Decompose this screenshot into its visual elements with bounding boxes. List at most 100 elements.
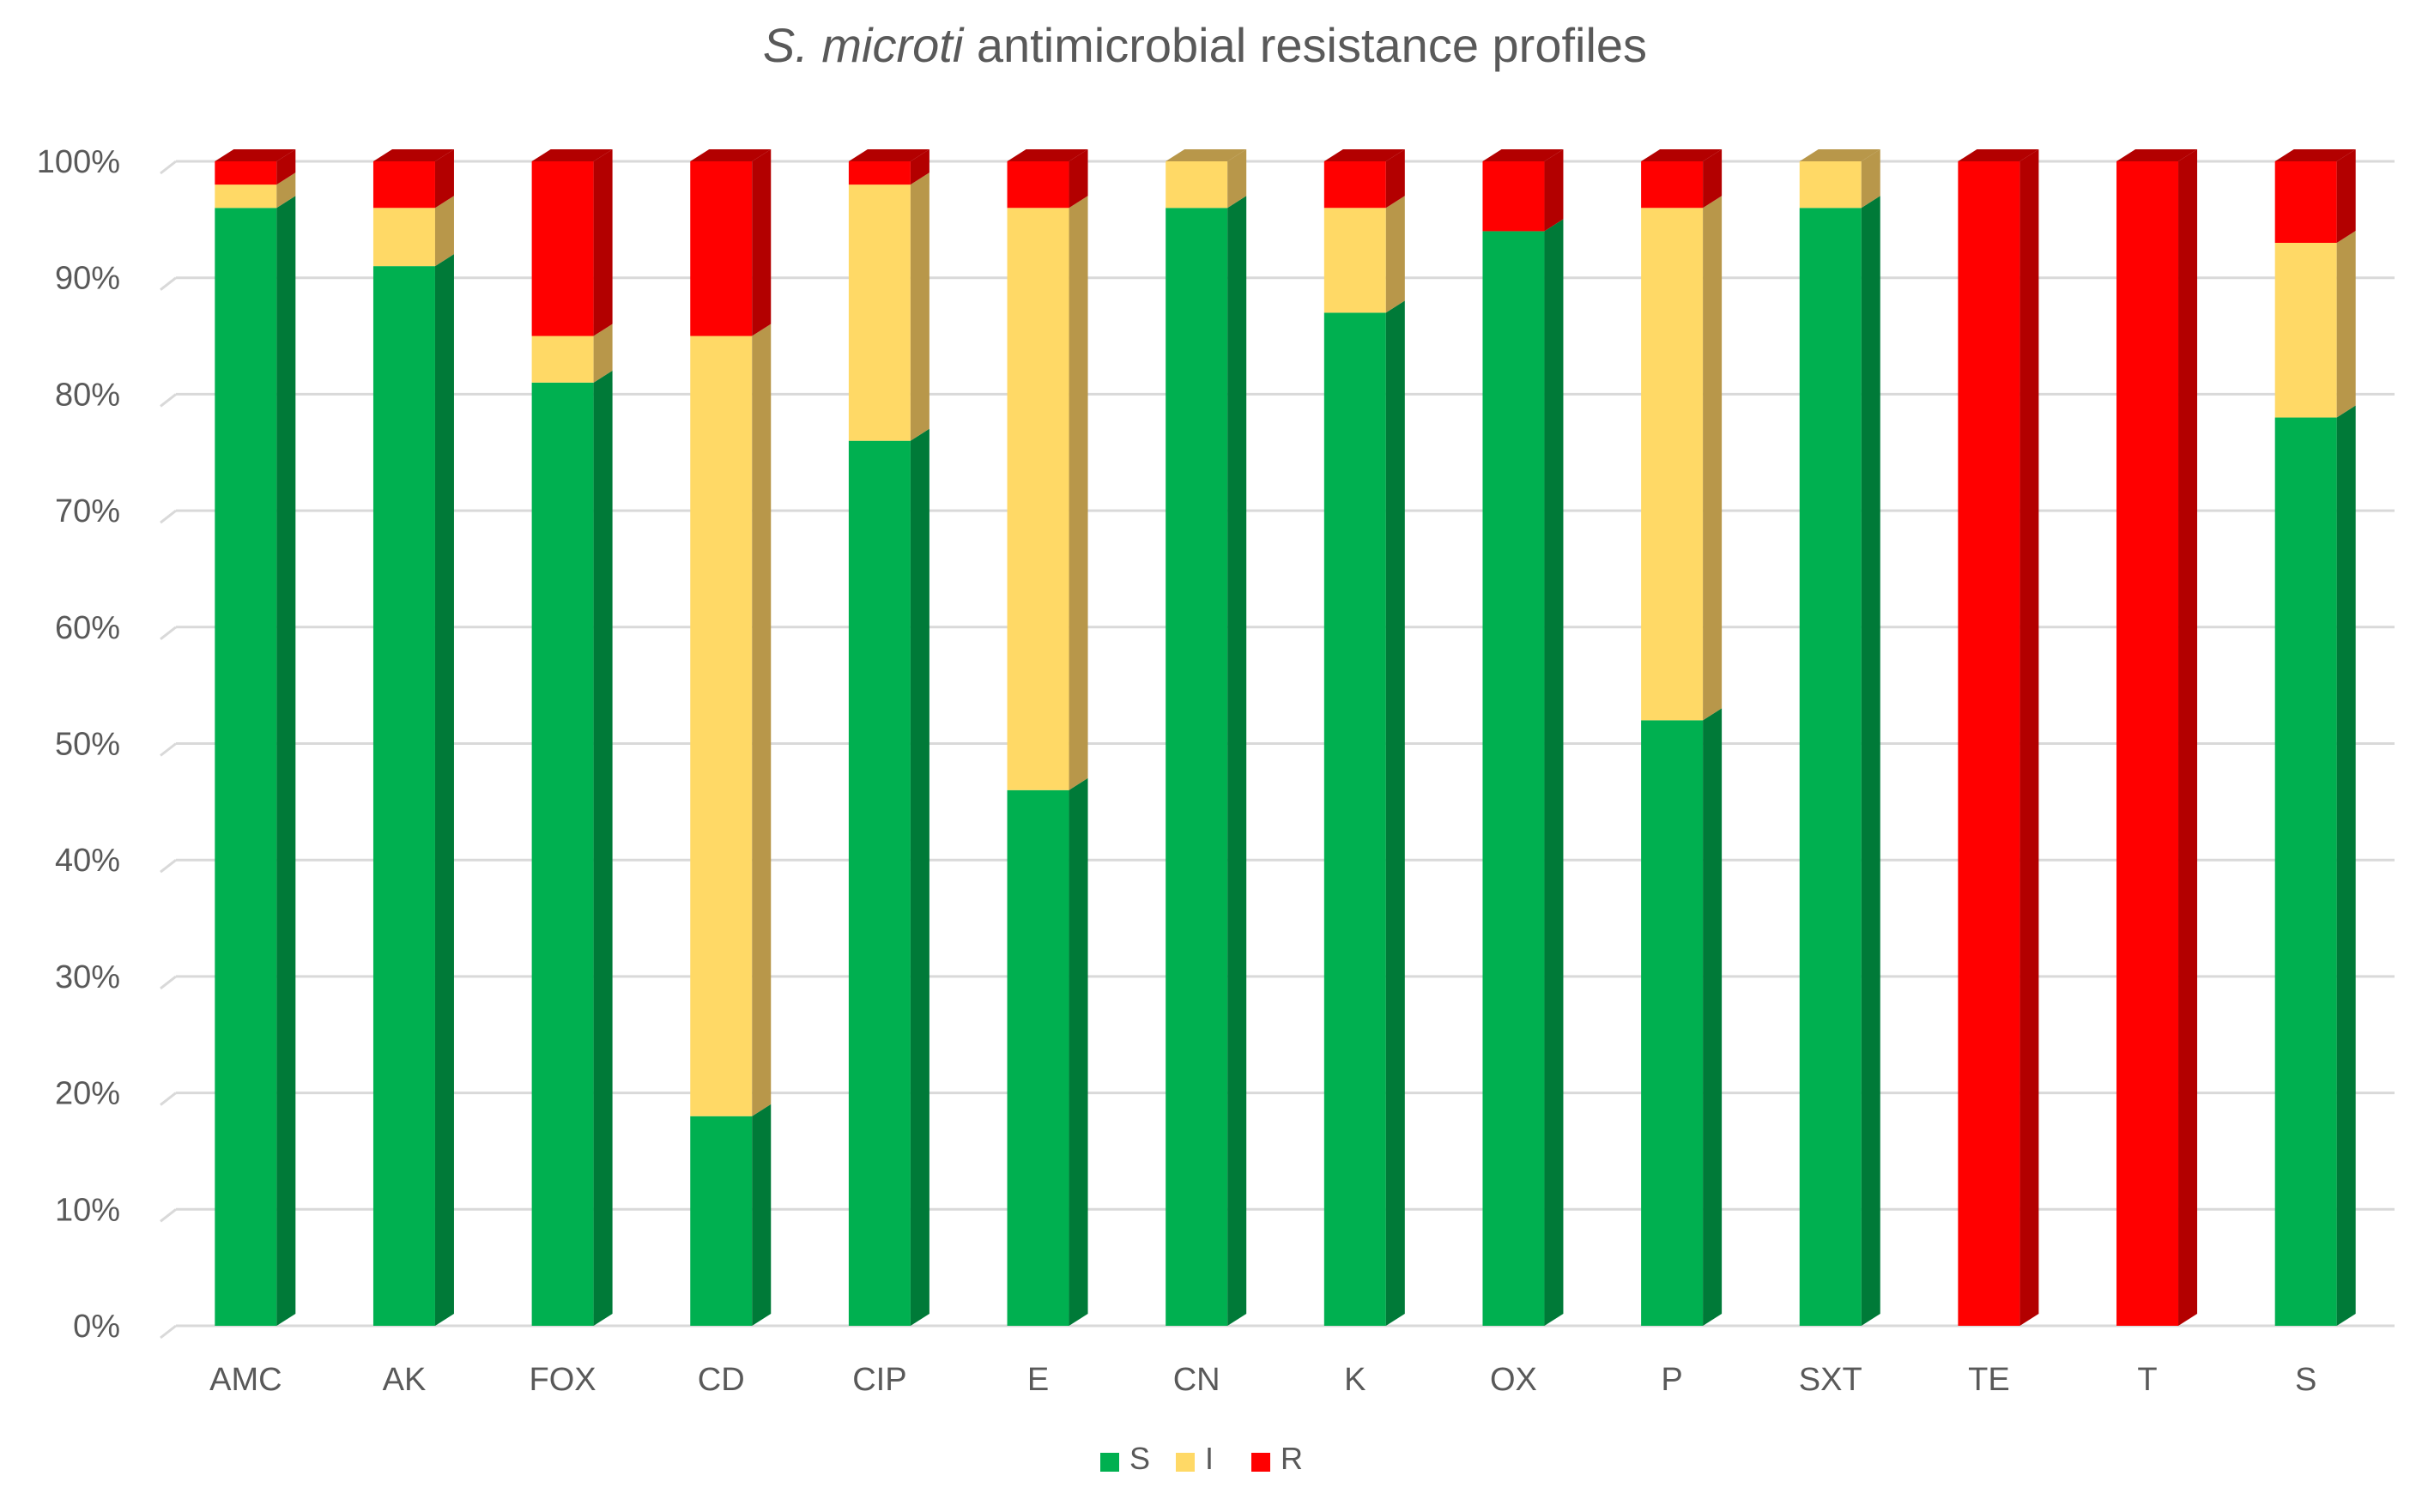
bar-top-r-te xyxy=(1958,149,2039,161)
bar-segment-r-s xyxy=(2274,161,2337,243)
bar-segment-s-fox xyxy=(531,382,594,1327)
x-tick-label: AK xyxy=(383,1362,427,1398)
gridline-depth xyxy=(160,859,177,874)
legend-label-s: S xyxy=(1129,1441,1150,1476)
y-tick-label: 90% xyxy=(55,261,120,297)
y-axis: 0% 10% 20% 30% 40% 50% 60% 70% 80% 90% 100% xyxy=(37,144,120,1345)
x-tick-label: T xyxy=(2137,1362,2157,1398)
bar-segment-s-ox xyxy=(1482,231,1545,1326)
bar-segment-i-k xyxy=(1323,208,1386,313)
x-tick-label: TE xyxy=(1968,1362,2010,1398)
bar-side-r-s xyxy=(2336,149,2356,243)
bar-side-r-t xyxy=(2178,149,2198,1326)
gridline-depth xyxy=(160,1092,177,1106)
x-tick-label: AMC xyxy=(209,1362,282,1398)
bar-top-r-amc xyxy=(215,149,296,161)
y-tick-label: 40% xyxy=(55,843,120,879)
bar-top-r-k xyxy=(1323,149,1405,161)
y-tick-label: 30% xyxy=(55,959,120,995)
bar-top-r-t xyxy=(2116,149,2198,161)
bar-side-s-s xyxy=(2336,405,2356,1326)
bar-side-r-amc xyxy=(276,149,296,185)
bar-top-i-sxt xyxy=(1799,149,1880,161)
bar-side-i-amc xyxy=(276,172,296,209)
bar-side-r-cip xyxy=(910,149,929,185)
bar-group-amc xyxy=(215,149,296,1326)
bar-segment-i-cd xyxy=(690,336,753,1116)
y-tick-label: 100% xyxy=(37,144,120,180)
bar-side-i-cip xyxy=(910,172,929,441)
bar-segment-i-ak xyxy=(372,208,435,267)
bar-group-cip xyxy=(848,149,929,1327)
bar-top-r-cip xyxy=(848,149,929,161)
bar-side-i-p xyxy=(1703,196,1723,721)
x-tick-label: CIP xyxy=(852,1362,906,1398)
bar-side-r-p xyxy=(1703,149,1723,209)
bar-side-i-k xyxy=(1385,196,1405,313)
legend-swatch-s xyxy=(1100,1453,1119,1472)
y-tick-label: 60% xyxy=(55,610,120,646)
bar-group-sxt xyxy=(1799,149,1880,1326)
bar-segment-s-sxt xyxy=(1799,208,1862,1326)
x-tick-label: K xyxy=(1344,1362,1365,1398)
gridline-depth xyxy=(160,276,177,291)
bar-side-s-cip xyxy=(910,428,929,1327)
bar-segment-s-p xyxy=(1641,720,1704,1326)
bar-segment-r-cip xyxy=(848,161,911,185)
y-tick-label: 50% xyxy=(55,727,120,763)
bar-side-r-te xyxy=(2019,149,2039,1326)
bar-group-s xyxy=(2274,149,2356,1326)
x-axis: AMC AK FOX CD CIP E CN K OX P SXT TE T S xyxy=(209,1362,2316,1398)
bar-segment-s-cip xyxy=(848,440,911,1327)
bar-group-ox xyxy=(1482,149,1564,1326)
bar-segment-r-te xyxy=(1958,161,2020,1326)
bar-segment-i-sxt xyxy=(1799,161,1862,209)
gridline-depth xyxy=(160,742,177,757)
bar-side-i-cd xyxy=(752,324,772,1116)
y-tick-label: 70% xyxy=(55,493,120,529)
bar-segment-r-k xyxy=(1323,161,1386,209)
bar-segment-i-fox xyxy=(531,336,594,383)
bar-side-r-k xyxy=(1385,149,1405,209)
x-tick-label: OX xyxy=(1490,1362,1537,1398)
chart-title-italic: S. microti xyxy=(763,18,965,72)
bar-group-p xyxy=(1641,149,1723,1326)
bar-segment-s-amc xyxy=(215,208,277,1326)
bar-segment-s-cn xyxy=(1166,208,1228,1326)
bar-top-r-s xyxy=(2274,149,2356,161)
bar-top-r-cd xyxy=(690,149,772,161)
bar-top-r-p xyxy=(1641,149,1723,161)
bar-top-r-ak xyxy=(372,149,454,161)
bar-segment-s-k xyxy=(1323,312,1386,1326)
bar-side-i-ak xyxy=(434,196,454,267)
legend-label-i: I xyxy=(1205,1441,1214,1476)
bar-segment-r-e xyxy=(1007,161,1069,209)
bar-segment-r-p xyxy=(1641,161,1704,209)
bar-side-i-e xyxy=(1069,196,1088,790)
bar-segment-i-p xyxy=(1641,208,1704,721)
bar-side-i-s xyxy=(2336,230,2356,418)
bar-segment-i-cn xyxy=(1166,161,1228,209)
bar-side-i-fox xyxy=(593,324,613,383)
bar-group-t xyxy=(2116,149,2198,1326)
bar-segment-r-ak xyxy=(372,161,435,209)
bar-side-s-cn xyxy=(1227,196,1247,1326)
gridlines xyxy=(160,160,2395,1340)
x-tick-label: P xyxy=(1661,1362,1682,1398)
bar-segment-s-s xyxy=(2274,417,2337,1326)
bar-side-s-ox xyxy=(1544,219,1564,1326)
x-tick-label: E xyxy=(1027,1362,1049,1398)
bar-segment-s-cd xyxy=(690,1116,753,1326)
gridline-depth xyxy=(160,975,177,990)
bar-segment-r-ox xyxy=(1482,161,1545,232)
bar-side-s-ak xyxy=(434,254,454,1326)
bar-segment-r-cd xyxy=(690,161,753,336)
bar-side-r-e xyxy=(1069,149,1088,209)
gridline-depth xyxy=(160,1208,177,1223)
x-tick-label: S xyxy=(2295,1362,2316,1398)
bar-side-s-p xyxy=(1703,708,1723,1326)
x-tick-label: CN xyxy=(1173,1362,1220,1398)
